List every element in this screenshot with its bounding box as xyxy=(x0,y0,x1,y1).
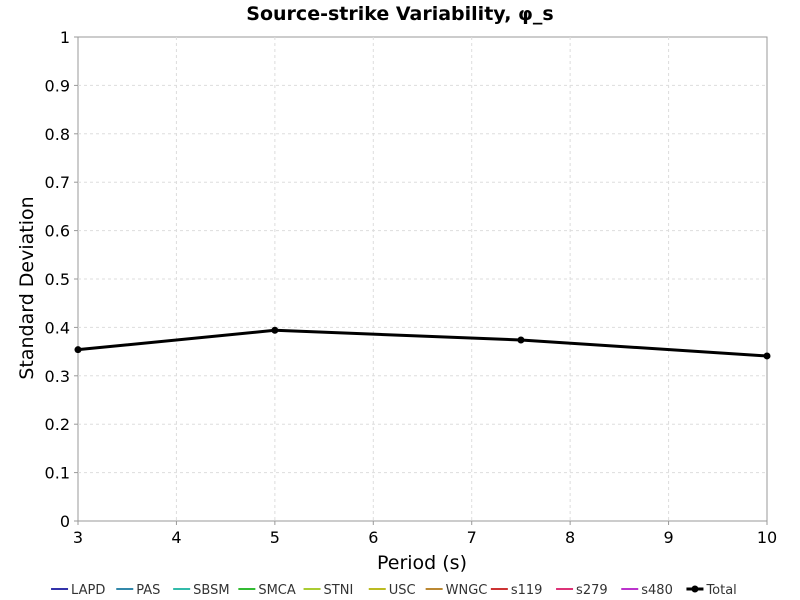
legend: LAPD PAS SBSM SMCA STNI USC WNGC s119 s279 s480 To… xyxy=(51,583,737,598)
legend-marker xyxy=(691,585,699,593)
legend-label: USC xyxy=(389,583,416,598)
legend-item-stni: STNI xyxy=(303,583,354,598)
x-axis-label: Period (s) xyxy=(377,552,467,574)
x-tick-label: 7 xyxy=(467,528,477,547)
y-axis-label: Standard Deviation xyxy=(16,196,38,379)
data-point-total xyxy=(74,346,82,354)
y-tick-label: 1 xyxy=(60,28,70,47)
data-point-total xyxy=(271,326,279,334)
legend-item-s119: s119 xyxy=(490,583,543,598)
x-tick-labels: 3 4 5 6 7 8 9 10 xyxy=(73,521,777,547)
legend-item-usc: USC xyxy=(368,583,416,598)
legend-item-smca: SMCA xyxy=(238,583,296,598)
x-tick-label: 9 xyxy=(663,528,673,547)
y-tick-label: 0.9 xyxy=(45,76,70,95)
legend-item-sbsm: SBSM xyxy=(173,583,230,598)
legend-item-wngc: WNGC xyxy=(425,583,488,598)
y-tick-label: 0 xyxy=(60,512,70,531)
y-tick-label: 0.7 xyxy=(45,173,70,192)
legend-item-s480: s480 xyxy=(621,583,673,598)
y-tick-label: 0.5 xyxy=(45,270,70,289)
x-tick-label: 5 xyxy=(270,528,280,547)
legend-item-lapd: LAPD xyxy=(51,583,105,598)
legend-label: s119 xyxy=(511,583,543,598)
legend-label: PAS xyxy=(136,583,160,598)
x-tick-label: 3 xyxy=(73,528,83,547)
y-tick-label: 0.3 xyxy=(45,367,70,386)
y-tick-label: 0.8 xyxy=(45,125,70,144)
legend-label: Total xyxy=(705,583,736,598)
legend-label: SBSM xyxy=(193,583,229,598)
y-tick-label: 0.6 xyxy=(45,222,70,241)
legend-label: STNI xyxy=(324,583,354,598)
y-tick-label: 0.4 xyxy=(45,318,70,337)
series-line-total xyxy=(77,328,768,358)
y-tick-labels: 0 0.1 0.2 0.3 0.4 0.5 0.6 0.7 0.8 0.9 1 xyxy=(45,28,78,531)
series-lines xyxy=(74,326,771,360)
data-point-total xyxy=(517,336,525,344)
legend-item-s279: s279 xyxy=(556,583,608,598)
data-point-total xyxy=(763,352,771,360)
y-tick-label: 0.1 xyxy=(45,464,70,483)
x-tick-label: 8 xyxy=(565,528,575,547)
grid xyxy=(78,37,767,521)
legend-label: WNGC xyxy=(446,583,488,598)
legend-label: SMCA xyxy=(258,583,296,598)
x-tick-label: 6 xyxy=(368,528,378,547)
legend-item-pas: PAS xyxy=(116,583,160,598)
y-tick-label: 0.2 xyxy=(45,415,70,434)
legend-label: s279 xyxy=(576,583,608,598)
legend-label: LAPD xyxy=(71,583,105,598)
legend-item-total: Total xyxy=(686,583,737,598)
chart-title: Source-strike Variability, φ_s xyxy=(246,3,553,25)
x-tick-label: 10 xyxy=(757,528,777,547)
x-tick-label: 4 xyxy=(171,528,181,547)
legend-label: s480 xyxy=(641,583,673,598)
